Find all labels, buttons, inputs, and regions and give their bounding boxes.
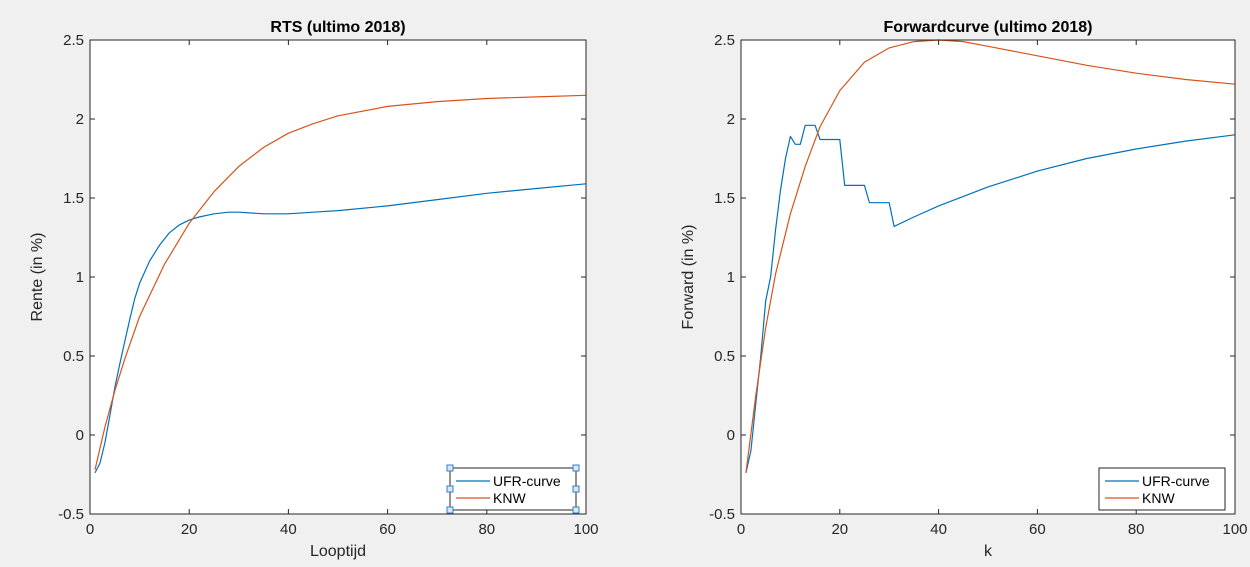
forward-series-line-knw[interactable]: [745, 39, 1235, 473]
forward-x-tick-label: 100: [1222, 521, 1247, 538]
forward-x-tick-label: 0: [737, 521, 745, 538]
forward-legend-box[interactable]: [1098, 467, 1226, 511]
rts-legend-resize-handle[interactable]: [572, 506, 580, 514]
rts-series-line-knw[interactable]: [94, 94, 586, 470]
rts-legend-resize-handle[interactable]: [446, 485, 454, 493]
rts-x-tick-label: 80: [478, 521, 495, 538]
forward-x-tick-label: 20: [831, 521, 848, 538]
forward-y-tick-label: 1: [727, 269, 735, 286]
forward-series-line-ufr-curve[interactable]: [745, 124, 1235, 474]
forward-y-tick-label: -0.5: [709, 506, 735, 523]
rts-series-group: [94, 94, 586, 474]
rts-y-tick-label: 2: [76, 111, 84, 128]
forward-y-tick-label: 2.5: [714, 32, 735, 49]
rts-chart-title: RTS (ultimo 2018): [270, 19, 405, 36]
rts-legend-resize-handle[interactable]: [446, 464, 454, 472]
rts-y-tick-label: 0: [76, 427, 84, 444]
rts-x-axis-label: Looptijd: [310, 543, 366, 560]
rts-x-tick-label: 20: [181, 521, 198, 538]
rts-plot-area: [90, 40, 586, 514]
rts-legend-resize-handle[interactable]: [446, 506, 454, 514]
chart-forwardcurve: 0 20 40 60 80 100-0.500.511.522.5Forwardcurve…: [680, 19, 1248, 560]
rts-x-tick-label: 60: [379, 521, 396, 538]
forward-x-axis-label: k: [984, 543, 993, 560]
forward-y-tick-label: 0.5: [714, 348, 735, 365]
rts-y-tick-label: 1: [76, 269, 84, 286]
forward-y-tick-label: 2: [727, 111, 735, 128]
rts-y-tick-label: 2.5: [63, 32, 84, 49]
rts-y-tick-label: 1.5: [63, 190, 84, 207]
forward-y-tick-label: 0: [727, 427, 735, 444]
rts-legend-resize-handle[interactable]: [572, 485, 580, 493]
forward-x-tick-label: 80: [1128, 521, 1145, 538]
forward-legend-entry: UFR-curve: [1142, 473, 1210, 489]
forward-legend-entry: KNW: [1142, 490, 1175, 506]
forward-y-tick-label: 1.5: [714, 190, 735, 207]
rts-series-line-ufr-curve[interactable]: [94, 183, 586, 474]
forward-x-tick-label: 60: [1029, 521, 1046, 538]
rts-x-tick-label: 40: [280, 521, 297, 538]
rts-legend-box[interactable]: [449, 467, 577, 511]
rts-legend-entry: KNW: [493, 490, 526, 506]
rts-legend-resize-handle[interactable]: [572, 464, 580, 472]
rts-x-tick-label: 0: [86, 521, 94, 538]
forward-chart-title: Forwardcurve (ultimo 2018): [884, 19, 1093, 36]
forward-series-group: [745, 39, 1235, 474]
rts-y-tick-label: -0.5: [58, 506, 84, 523]
forward-x-tick-label: 40: [930, 521, 947, 538]
rts-legend-entry: UFR-curve: [493, 473, 561, 489]
rts-y-axis-label: Rente (in %): [29, 233, 46, 322]
forward-plot-area: [741, 40, 1235, 514]
rts-x-tick-label: 100: [573, 521, 598, 538]
rts-y-tick-label: 0.5: [63, 348, 84, 365]
forward-y-axis-label: Forward (in %): [680, 225, 697, 330]
